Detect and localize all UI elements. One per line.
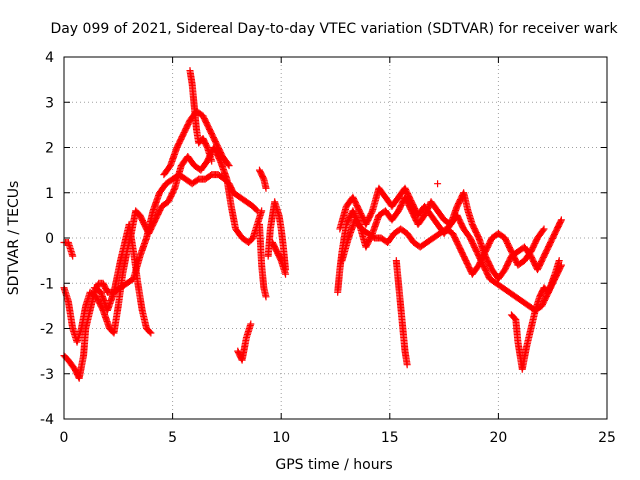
axis-ticks	[63, 56, 608, 420]
data-point	[208, 157, 216, 165]
x-tick-labels: 0 5 10 15 20 25	[60, 430, 616, 446]
data-points	[60, 67, 565, 382]
y-tick-label: -3	[40, 367, 54, 383]
data-point	[557, 262, 565, 270]
y-tick-label: 0	[45, 231, 54, 247]
y-tick-label: 4	[45, 50, 54, 66]
data-point	[224, 160, 232, 168]
data-point	[282, 270, 290, 278]
data-point	[557, 216, 565, 224]
data-point	[403, 361, 411, 369]
x-tick-label: 25	[598, 430, 616, 446]
y-tick-labels: 4 3 2 1 0 -1 -2 -3 -4	[40, 50, 54, 428]
data-point	[225, 162, 233, 170]
x-tick-label: 0	[60, 430, 69, 446]
data-point	[258, 207, 266, 215]
data-point	[147, 329, 155, 337]
data-point	[247, 320, 255, 328]
x-axis-label: GPS time / hours	[275, 457, 392, 473]
x-tick-label: 10	[272, 430, 290, 446]
data-point	[555, 257, 563, 265]
chart-title: Day 099 of 2021, Sidereal Day-to-day VTE…	[50, 21, 618, 37]
data-point	[252, 206, 260, 214]
data-point	[557, 261, 565, 269]
y-tick-label: 2	[45, 141, 54, 157]
x-tick-label: 5	[168, 430, 177, 446]
data-point	[540, 225, 548, 233]
x-tick-label: 20	[489, 430, 507, 446]
y-tick-label: -2	[40, 322, 54, 338]
data-point	[69, 252, 77, 260]
data-point	[262, 184, 270, 192]
y-tick-label: 3	[45, 95, 54, 111]
data-point	[557, 217, 565, 225]
data-point	[262, 293, 270, 301]
y-axis-label: SDTVAR / TECUs	[6, 181, 22, 296]
y-tick-label: -1	[40, 276, 54, 292]
y-tick-label: -4	[40, 412, 54, 428]
x-tick-label: 15	[381, 430, 399, 446]
y-tick-label: 1	[45, 186, 54, 202]
data-point	[146, 328, 154, 336]
data-point	[539, 226, 547, 234]
data-point	[434, 180, 442, 188]
